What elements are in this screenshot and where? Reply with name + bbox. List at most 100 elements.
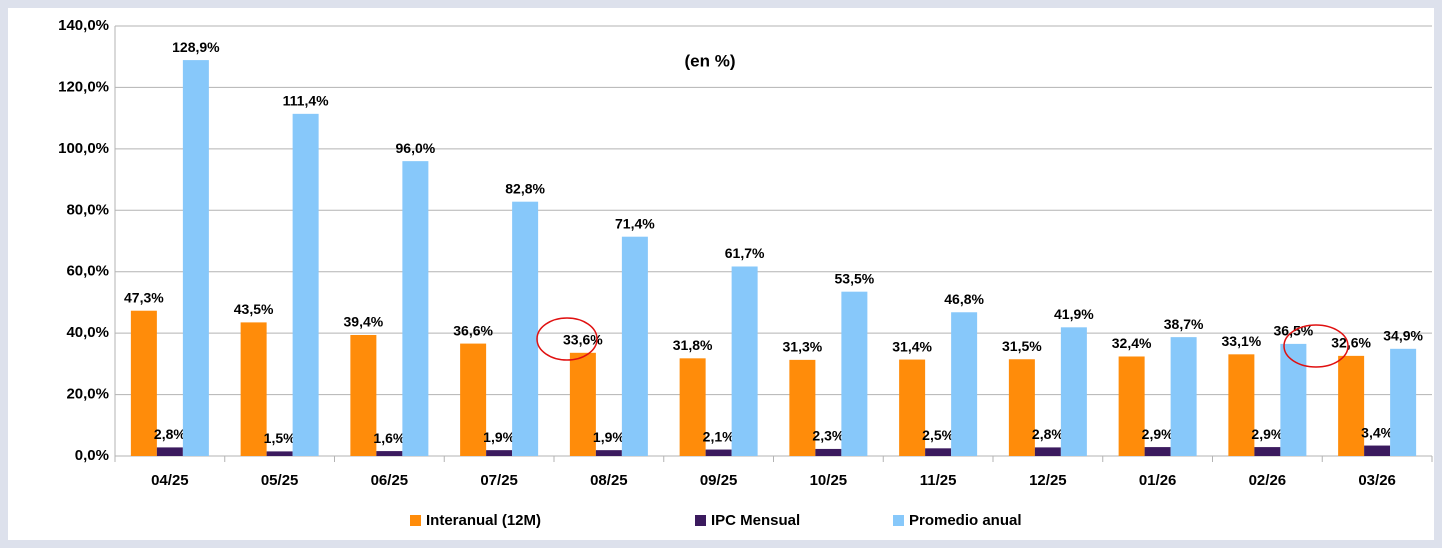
- bar: [569, 352, 596, 456]
- bar: [376, 451, 403, 456]
- x-tick-label: 03/26: [1358, 472, 1396, 489]
- value-label: 31,5%: [1002, 338, 1042, 354]
- value-label: 61,7%: [725, 245, 765, 261]
- bar: [156, 447, 183, 456]
- value-label: 1,9%: [593, 429, 625, 445]
- x-tick-label: 08/25: [590, 472, 628, 489]
- value-label: 39,4%: [344, 314, 384, 330]
- y-tick-label: 60,0%: [66, 263, 109, 280]
- value-label: 111,4%: [283, 93, 329, 109]
- y-tick-label: 140,0%: [58, 17, 109, 34]
- bar: [841, 291, 868, 456]
- x-tick-label: 06/25: [371, 472, 409, 489]
- highlight-circle: [536, 317, 598, 361]
- bar: [240, 322, 267, 456]
- highlight-circle: [1283, 324, 1349, 368]
- bar: [925, 448, 952, 456]
- value-label: 32,6%: [1331, 335, 1371, 351]
- bar: [679, 358, 706, 456]
- value-label: 41,9%: [1054, 306, 1094, 322]
- x-tick-label: 07/25: [480, 472, 518, 489]
- x-tick-label: 10/25: [810, 472, 848, 489]
- value-label: 33,1%: [1222, 333, 1262, 349]
- bar: [266, 451, 293, 456]
- bar: [1228, 354, 1255, 456]
- value-label: 2,8%: [154, 426, 186, 442]
- value-label: 1,9%: [483, 429, 515, 445]
- y-tick-label: 20,0%: [66, 386, 109, 403]
- y-tick-label: 120,0%: [58, 78, 109, 95]
- value-label: 2,1%: [703, 428, 735, 444]
- bar: [292, 113, 319, 456]
- x-tick-label: 11/25: [920, 472, 957, 489]
- x-tick-label: 01/26: [1139, 472, 1177, 489]
- value-label: 33,6%: [563, 332, 603, 348]
- bar: [402, 161, 429, 456]
- bar: [130, 310, 157, 456]
- bar: [512, 201, 539, 456]
- value-label: 2,9%: [1142, 426, 1174, 442]
- chart-subtitle: (en %): [685, 51, 736, 70]
- bar: [1034, 447, 1061, 456]
- legend-label: Interanual (12M): [426, 512, 541, 529]
- value-label: 2,5%: [922, 427, 954, 443]
- bar: [1254, 447, 1281, 456]
- value-label: 46,8%: [944, 291, 984, 307]
- value-label: 128,9%: [172, 39, 220, 55]
- bar: [1144, 447, 1171, 456]
- y-tick-label: 40,0%: [66, 324, 109, 341]
- bar: [350, 334, 377, 456]
- bar: [705, 449, 732, 456]
- value-label: 2,9%: [1251, 426, 1283, 442]
- value-label: 31,8%: [673, 337, 713, 353]
- bar: [1280, 343, 1307, 456]
- bar: [731, 266, 758, 456]
- bar: [460, 343, 487, 456]
- value-label: 34,9%: [1383, 328, 1423, 344]
- y-tick-label: 100,0%: [58, 140, 109, 157]
- value-label: 53,5%: [835, 270, 875, 286]
- value-label: 47,3%: [124, 289, 164, 305]
- bar: [1118, 356, 1145, 456]
- y-tick-label: 80,0%: [66, 201, 109, 218]
- x-tick-label: 02/26: [1249, 472, 1287, 489]
- x-tick-label: 09/25: [700, 472, 738, 489]
- value-label: 3,4%: [1361, 424, 1393, 440]
- value-label: 36,6%: [453, 322, 493, 338]
- x-tick-label: 05/25: [261, 472, 299, 489]
- value-label: 2,3%: [812, 428, 844, 444]
- bar: [1008, 359, 1035, 456]
- value-label: 96,0%: [396, 140, 436, 156]
- x-tick-label: 12/25: [1029, 472, 1067, 489]
- bar: [1338, 355, 1365, 456]
- value-label: 38,7%: [1164, 316, 1204, 332]
- bar: [621, 236, 648, 456]
- bar: [1364, 445, 1391, 456]
- bar: [595, 450, 622, 456]
- legend-swatch: [695, 515, 706, 526]
- x-tick-label: 04/25: [151, 472, 189, 489]
- bar: [1390, 348, 1417, 456]
- value-label: 2,8%: [1032, 426, 1064, 442]
- value-label: 32,4%: [1112, 335, 1152, 351]
- value-label: 1,6%: [373, 430, 405, 446]
- plot: 0,0% 20,0% 40,0% 60,0% 80,0% 100,0% 120,0% 140,…: [58, 17, 1433, 529]
- bar: [486, 450, 513, 456]
- value-label: 31,4%: [892, 338, 932, 354]
- legend-label: Promedio anual: [909, 512, 1022, 529]
- bar: [1170, 337, 1197, 456]
- bar: [815, 448, 842, 456]
- value-label: 82,8%: [505, 180, 545, 196]
- value-label: 31,3%: [783, 339, 823, 355]
- bar: [1060, 327, 1087, 456]
- legend-label: IPC Mensual: [711, 512, 800, 529]
- bar: [789, 359, 816, 456]
- value-label: 43,5%: [234, 301, 274, 317]
- value-label: 1,5%: [264, 430, 296, 446]
- bar: [182, 60, 209, 456]
- y-tick-label: 0,0%: [75, 447, 109, 464]
- legend-swatch: [410, 515, 421, 526]
- bar: [899, 359, 926, 456]
